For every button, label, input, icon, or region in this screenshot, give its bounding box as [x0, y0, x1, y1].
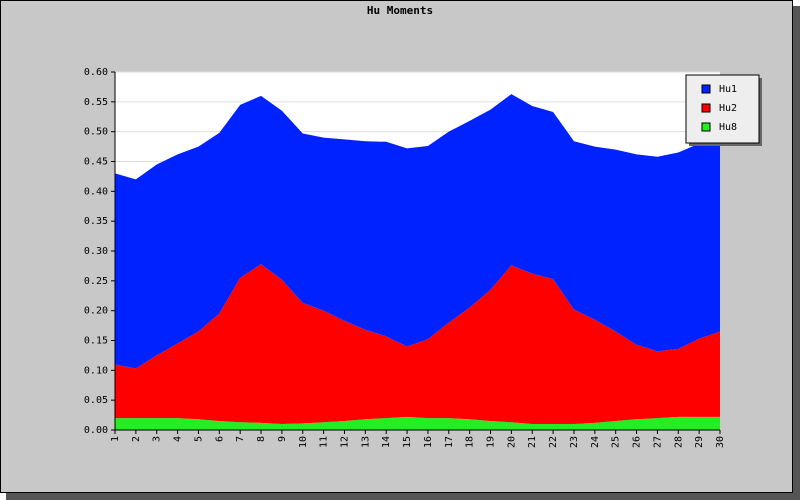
x-tick-label: 11 — [319, 436, 330, 448]
y-tick-label: 0.10 — [84, 365, 108, 376]
x-tick-label: 23 — [569, 436, 580, 448]
x-tick-label: 22 — [548, 436, 559, 448]
x-tick-label: 1 — [110, 436, 121, 442]
x-tick-label: 21 — [527, 436, 538, 448]
x-tick-label: 3 — [152, 436, 163, 442]
area — [115, 94, 720, 369]
y-tick-label: 0.05 — [84, 395, 108, 406]
legend-swatch — [701, 84, 711, 94]
legend-swatch — [701, 122, 711, 132]
x-tick-label: 13 — [360, 436, 371, 448]
x-tick-label: 8 — [256, 436, 267, 442]
y-tick-label: 0.45 — [84, 157, 108, 168]
y-tick-label: 0.20 — [84, 306, 108, 317]
x-tick-label: 25 — [611, 436, 622, 448]
x-tick-label: 30 — [715, 436, 726, 448]
x-tick-label: 4 — [173, 436, 184, 442]
x-tick-label: 28 — [673, 436, 684, 448]
x-tick-label: 9 — [277, 436, 288, 442]
legend-label: Hu8 — [719, 122, 737, 133]
y-tick-label: 0.25 — [84, 276, 108, 287]
x-tick-label: 17 — [444, 436, 455, 448]
chart-title: Hu Moments — [367, 4, 433, 17]
y-tick-label: 0.15 — [84, 336, 108, 347]
y-tick-label: 0.55 — [84, 97, 108, 108]
legend-swatch — [701, 103, 711, 113]
area — [115, 264, 720, 425]
x-tick-label: 27 — [652, 436, 663, 448]
legend-label: Hu2 — [719, 103, 737, 114]
y-tick-label: 0.40 — [84, 186, 108, 197]
x-tick-label: 26 — [632, 436, 643, 448]
y-tick-label: 0.50 — [84, 127, 108, 138]
legend-label: Hu1 — [719, 84, 737, 95]
x-tick-label: 6 — [214, 436, 225, 442]
y-tick-label: 0.60 — [84, 67, 108, 78]
x-tick-label: 15 — [402, 436, 413, 448]
x-tick-label: 5 — [193, 436, 204, 442]
y-tick-label: 0.35 — [84, 216, 108, 227]
x-tick-label: 7 — [235, 436, 246, 442]
x-tick-label: 12 — [339, 436, 350, 448]
x-tick-label: 19 — [486, 436, 497, 448]
x-tick-label: 20 — [506, 436, 517, 448]
x-tick-label: 2 — [131, 436, 142, 442]
y-tick-label: 0.00 — [84, 425, 108, 436]
x-tick-label: 16 — [423, 436, 434, 448]
x-tick-label: 10 — [298, 436, 309, 448]
x-tick-label: 24 — [590, 436, 601, 448]
area — [115, 416, 720, 430]
x-tick-label: 14 — [381, 436, 392, 448]
x-tick-label: 18 — [465, 436, 476, 448]
y-tick-label: 0.30 — [84, 246, 108, 257]
x-tick-label: 29 — [694, 436, 705, 448]
legend — [685, 74, 760, 144]
